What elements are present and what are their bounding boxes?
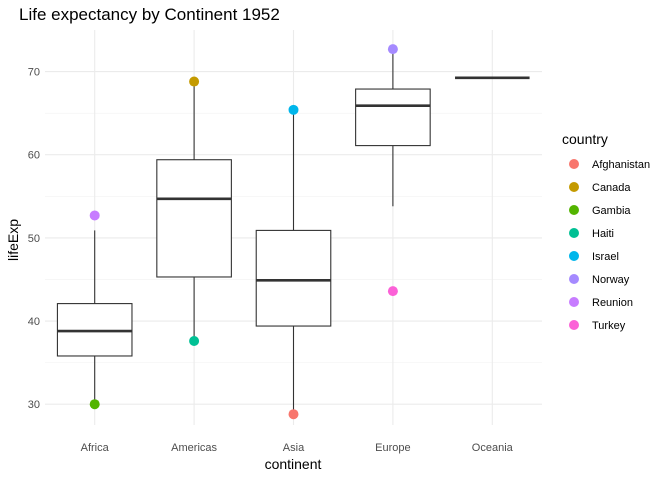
legend-title: country bbox=[562, 131, 608, 147]
x-axis-label: continent bbox=[265, 456, 322, 472]
legend-label: Norway bbox=[592, 274, 630, 286]
x-axis: Africa Americas Asia Europe Oceania bbox=[81, 442, 514, 454]
legend-key-reunion bbox=[569, 297, 579, 307]
outlier-points bbox=[89, 44, 398, 420]
legend-label: Reunion bbox=[592, 297, 633, 309]
box-asia bbox=[255, 109, 332, 415]
legend-key-israel bbox=[569, 251, 579, 261]
legend-label: Canada bbox=[592, 182, 631, 194]
boxes bbox=[56, 49, 530, 415]
legend-label: Israel bbox=[592, 251, 619, 263]
legend-key-gambia bbox=[569, 205, 579, 215]
legend-label: Afghanistan bbox=[592, 159, 650, 171]
y-tick-label: 40 bbox=[28, 316, 40, 328]
legend-key-canada bbox=[569, 182, 579, 192]
point-reunion bbox=[89, 210, 100, 221]
legend-label: Turkey bbox=[592, 320, 626, 332]
iqr-box bbox=[156, 159, 232, 278]
point-norway bbox=[387, 44, 398, 55]
legend-key-turkey bbox=[569, 320, 579, 330]
legend-key-norway bbox=[569, 274, 579, 284]
box-europe bbox=[355, 49, 431, 207]
point-gambia bbox=[89, 399, 100, 410]
legend-key-haiti bbox=[569, 228, 579, 238]
legend: country Afghanistan Canada Gambia Haiti Isra… bbox=[562, 131, 650, 332]
point-israel bbox=[288, 104, 299, 115]
box-africa bbox=[56, 230, 133, 405]
point-afghanistan bbox=[288, 409, 299, 420]
y-tick-label: 60 bbox=[28, 150, 40, 162]
x-tick-label: Asia bbox=[283, 442, 305, 454]
point-canada bbox=[189, 76, 200, 87]
y-axis: 30 40 50 60 70 bbox=[28, 67, 40, 412]
x-tick-label: Europe bbox=[375, 442, 410, 454]
x-tick-label: Oceania bbox=[472, 442, 514, 454]
point-turkey bbox=[387, 286, 398, 297]
y-axis-label: lifeExp bbox=[5, 219, 21, 261]
x-tick-label: Africa bbox=[81, 442, 110, 454]
legend-label: Haiti bbox=[592, 228, 614, 240]
box-americas bbox=[156, 82, 232, 342]
chart-title: Life expectancy by Continent 1952 bbox=[19, 5, 280, 24]
legend-label: Gambia bbox=[592, 205, 631, 217]
iqr-box bbox=[255, 229, 332, 327]
y-tick-label: 70 bbox=[28, 67, 40, 79]
legend-key-afghanistan bbox=[569, 159, 579, 169]
y-tick-label: 50 bbox=[28, 233, 40, 245]
x-tick-label: Americas bbox=[171, 442, 217, 454]
iqr-box bbox=[355, 88, 431, 147]
point-haiti bbox=[189, 336, 200, 347]
y-tick-label: 30 bbox=[28, 399, 40, 411]
